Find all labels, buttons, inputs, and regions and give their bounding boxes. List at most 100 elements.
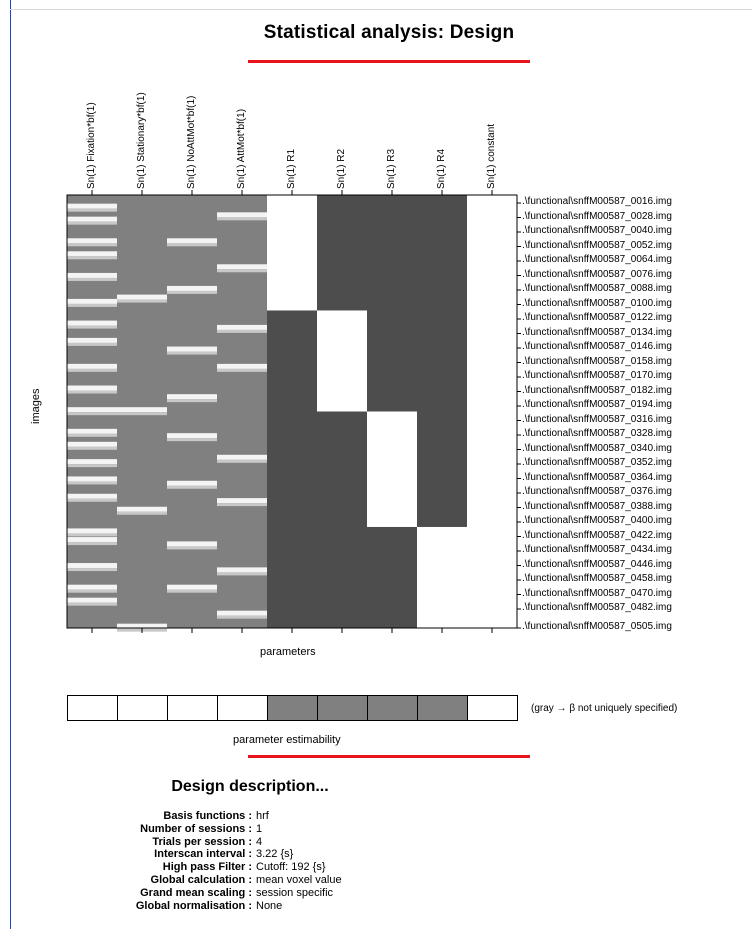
regressor-stripe xyxy=(167,541,217,547)
row-label: .\functional\snffM00587_0016.img xyxy=(522,196,672,207)
regressor-stripe xyxy=(67,563,117,569)
row-label: .\functional\snffM00587_0100.img xyxy=(522,297,672,309)
regressor-stripe-shadow xyxy=(67,221,117,225)
column-label: Sn(1) Stationary*bf(1) xyxy=(136,92,147,189)
column-label: Sn(1) constant xyxy=(486,123,497,189)
window-left-border xyxy=(10,0,11,929)
description-value: Cutoff: 192 {s} xyxy=(256,861,326,874)
estimability-cell xyxy=(417,695,468,721)
regressor-stripe-shadow xyxy=(217,368,267,372)
constant-column xyxy=(467,195,517,628)
regressor-stripe-shadow xyxy=(67,589,117,593)
row-label: .\functional\snffM00587_0052.img xyxy=(522,239,672,251)
session-block xyxy=(417,526,467,628)
regressor-stripe xyxy=(167,394,217,400)
row-label: .\functional\snffM00587_0376.img xyxy=(522,486,672,497)
row-label: .\functional\snffM00587_0400.img xyxy=(522,515,672,526)
description-value: 4 xyxy=(256,835,263,848)
row-label: .\functional\snffM00587_0028.img xyxy=(522,210,672,222)
row-label: .\functional\snffM00587_0134.img xyxy=(522,326,672,338)
regressor-stripe-shadow xyxy=(167,290,217,294)
session-block xyxy=(267,195,317,311)
regressor-stripe xyxy=(167,285,217,291)
regressor-stripe xyxy=(117,623,167,629)
regressor-stripe-shadow xyxy=(217,269,267,273)
description-key: Trials per session : xyxy=(152,835,252,848)
regressor-stripe xyxy=(67,476,117,482)
regressor-stripe xyxy=(117,294,167,300)
regressor-stripe xyxy=(67,493,117,499)
regressor-stripe-shadow xyxy=(117,412,167,416)
regressor-stripe-shadow xyxy=(67,533,117,537)
regressor-stripe-shadow xyxy=(67,464,117,468)
regressor-stripe xyxy=(67,428,117,434)
regressor-stripe-shadow xyxy=(67,412,117,416)
description-value: session specific xyxy=(256,886,334,899)
row-label: .\functional\snffM00587_0040.img xyxy=(522,225,672,236)
regressor-stripe-shadow xyxy=(67,542,117,546)
column-label: Sn(1) R1 xyxy=(286,148,297,189)
row-label: .\functional\snffM00587_0328.img xyxy=(522,428,672,439)
column-label: Sn(1) Fixation*bf(1) xyxy=(86,102,97,189)
row-label: .\functional\snffM00587_0352.img xyxy=(522,457,672,468)
regressor-stripe-shadow xyxy=(67,433,117,437)
row-label: .\functional\snffM00587_0076.img xyxy=(522,268,672,280)
estimability-cell xyxy=(167,695,218,721)
regressor-stripe xyxy=(67,407,117,413)
estimability-cell xyxy=(217,695,268,721)
row-label: .\functional\snffM00587_0388.img xyxy=(522,500,672,512)
column-label: Sn(1) R4 xyxy=(436,148,447,189)
estimability-note: (gray → β not uniquely specified) xyxy=(531,703,678,714)
session-block xyxy=(367,411,417,527)
session-block xyxy=(317,310,367,412)
regressor-stripe xyxy=(67,363,117,369)
regressor-stripe-shadow xyxy=(67,243,117,247)
regressor-stripe-shadow xyxy=(167,589,217,593)
estimability-cell xyxy=(467,695,518,721)
row-label: .\functional\snffM00587_0316.img xyxy=(522,413,672,425)
regressor-stripe-shadow xyxy=(117,511,167,515)
description-key: Number of sessions : xyxy=(140,822,252,835)
regressor-stripe-shadow xyxy=(217,503,267,507)
row-label: .\functional\snffM00587_0088.img xyxy=(522,283,672,294)
regressor-stripe xyxy=(217,212,267,218)
regressor-stripe xyxy=(167,480,217,486)
description-key: Grand mean scaling : xyxy=(140,886,252,899)
regressor-stripe xyxy=(67,459,117,465)
row-label: .\functional\snffM00587_0170.img xyxy=(522,370,672,381)
y-axis-label: images xyxy=(30,388,42,424)
regressor-stripe xyxy=(217,363,267,369)
regressor-stripe xyxy=(217,567,267,573)
regressor-stripe-shadow xyxy=(67,602,117,606)
description-value: 3.22 {s} xyxy=(256,848,294,861)
row-label: .\functional\snffM00587_0458.img xyxy=(522,573,672,584)
description-value: None xyxy=(256,899,283,912)
regressor-stripe-shadow xyxy=(67,368,117,372)
regressor-column xyxy=(217,195,267,628)
regressor-stripe xyxy=(167,346,217,352)
regressor-stripe-shadow xyxy=(67,446,117,450)
regressor-stripe xyxy=(67,537,117,543)
estimability-cell xyxy=(117,695,168,721)
row-label: .\functional\snffM00587_0122.img xyxy=(522,312,672,323)
regressor-stripe-shadow xyxy=(217,329,267,333)
row-label: .\functional\snffM00587_0064.img xyxy=(522,254,672,265)
row-label: .\functional\snffM00587_0505.img xyxy=(522,621,672,632)
regressor-stripe xyxy=(67,238,117,244)
estimability-cell xyxy=(67,695,118,721)
regressor-stripe-shadow xyxy=(67,256,117,260)
column-label: Sn(1) NoAttMot*bf(1) xyxy=(186,95,197,189)
column-label: Sn(1) R2 xyxy=(336,148,347,189)
regressor-stripe-shadow xyxy=(67,390,117,394)
regressor-stripe xyxy=(167,584,217,590)
regressor-stripe xyxy=(217,324,267,330)
regressor-stripe-shadow xyxy=(67,208,117,212)
row-label: .\functional\snffM00587_0158.img xyxy=(522,355,672,367)
row-label: .\functional\snffM00587_0446.img xyxy=(522,558,672,570)
regressor-stripe-shadow xyxy=(217,615,267,619)
regressor-stripe xyxy=(167,238,217,244)
regressor-stripe-shadow xyxy=(67,325,117,329)
design-description-title: Design description... xyxy=(171,778,329,795)
column-label: Sn(1) R3 xyxy=(386,148,397,189)
